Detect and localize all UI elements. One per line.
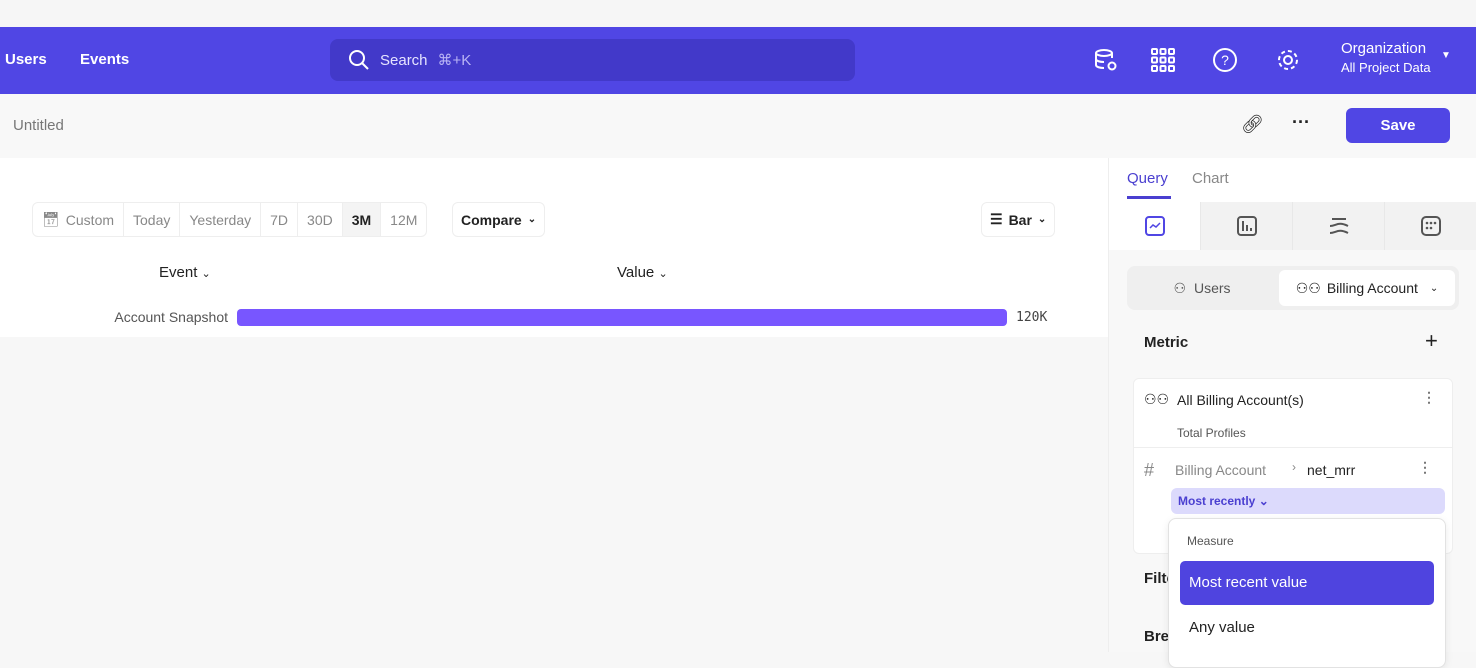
- date-7d[interactable]: 7D: [261, 203, 299, 236]
- property-name[interactable]: net_mrr: [1307, 462, 1356, 478]
- view-retention[interactable]: [1385, 202, 1476, 250]
- metric-menu-icon[interactable]: ⋮: [1422, 389, 1436, 405]
- search-input[interactable]: Search ⌘+K: [330, 39, 855, 81]
- bar-category-label: Account Snapshot: [114, 309, 228, 325]
- entity-billing-account[interactable]: ⚇⚇ Billing Account ⌄: [1279, 270, 1455, 306]
- chevron-down-icon: ⌄: [1258, 494, 1269, 508]
- date-12m[interactable]: 12M: [390, 211, 418, 228]
- column-label: Value: [617, 264, 655, 281]
- menu-option-any-value[interactable]: Any value: [1189, 619, 1255, 636]
- bar-value-label: 120K: [1016, 310, 1048, 325]
- metric-name[interactable]: All Billing Account(s): [1177, 392, 1304, 408]
- svg-text:?: ?: [1221, 52, 1229, 68]
- chevron-down-icon: ⌄: [658, 268, 668, 280]
- help-icon[interactable]: ?: [1212, 47, 1238, 73]
- filter-heading: Filte: [1144, 570, 1175, 587]
- chart-type-label: Bar: [1008, 211, 1032, 228]
- breakdown-heading: Bre: [1144, 628, 1170, 645]
- nav-users[interactable]: Users: [5, 51, 47, 68]
- entity-label: Billing Account: [1326, 280, 1418, 296]
- property-menu-icon[interactable]: ⋮: [1418, 459, 1432, 475]
- entity-users[interactable]: ⚇ Users: [1127, 271, 1277, 305]
- save-button[interactable]: Save: [1346, 108, 1450, 143]
- menu-option-most-recent[interactable]: Most recent value: [1180, 561, 1434, 605]
- view-bars[interactable]: [1201, 202, 1293, 250]
- apps-grid-icon[interactable]: [1150, 47, 1176, 73]
- search-shortcut: ⌘+K: [437, 52, 472, 69]
- date-today[interactable]: Today: [124, 203, 181, 236]
- date-yesterday[interactable]: Yesterday: [180, 203, 262, 236]
- chevron-down-icon: ⌄: [1037, 214, 1047, 225]
- chevron-down-icon: ⌄: [201, 268, 211, 280]
- chevron-down-icon: ⌄: [1429, 282, 1439, 294]
- line-chart-icon: [1144, 216, 1165, 236]
- chart-area: [0, 158, 1108, 337]
- column-label: Event: [159, 264, 198, 281]
- bar-chart-icon: [1236, 216, 1257, 236]
- org-switcher[interactable]: Organization All Project Data ▼: [1341, 40, 1451, 75]
- aggregation-label: Most recently: [1178, 494, 1256, 508]
- view-flows[interactable]: [1293, 202, 1385, 250]
- property-entity: Billing Account: [1175, 462, 1267, 478]
- flows-icon: [1329, 218, 1348, 234]
- caret-down-icon: ▼: [1441, 50, 1451, 61]
- group-icon: ⚇⚇: [1144, 391, 1170, 407]
- report-bar: Untitled 🔗︎ ···: [0, 94, 1476, 158]
- entity-label: Users: [1194, 280, 1231, 296]
- date-custom[interactable]: 📅︎ Custom: [33, 203, 125, 236]
- user-icon: ⚇: [1173, 279, 1186, 296]
- compare-dropdown[interactable]: Compare ⌄: [452, 202, 546, 237]
- report-title[interactable]: Untitled: [13, 117, 64, 134]
- search-placeholder: Search: [380, 51, 428, 69]
- metric-subtitle: Total Profiles: [1177, 426, 1246, 440]
- top-strip: [0, 0, 1476, 27]
- entity-toggle: ⚇ Users ⚇⚇ Billing Account ⌄: [1127, 266, 1459, 310]
- tab-query[interactable]: Query: [1127, 170, 1168, 187]
- compare-label: Compare: [461, 211, 522, 228]
- calendar-icon: 📅︎: [42, 211, 60, 227]
- date-3m[interactable]: 3M: [342, 203, 382, 236]
- numeric-property-icon: #: [1144, 460, 1155, 480]
- date-label: Custom: [65, 211, 115, 228]
- chevron-right-icon: ›: [1292, 460, 1296, 474]
- top-nav: Users Events Search ⌘+K ? Organization A…: [0, 27, 1476, 94]
- aggregation-dropdown[interactable]: Most recently ⌄: [1171, 488, 1445, 514]
- metric-heading: Metric: [1144, 334, 1189, 351]
- tab-chart[interactable]: Chart: [1192, 170, 1229, 187]
- org-subtitle: All Project Data: [1341, 60, 1431, 75]
- gear-icon[interactable]: [1275, 47, 1301, 73]
- chevron-down-icon: ⌄: [527, 214, 537, 225]
- date-30d[interactable]: 30D: [298, 203, 343, 236]
- link-icon[interactable]: 🔗︎: [1241, 114, 1264, 134]
- bar-chart-icon: ☰: [990, 211, 1003, 227]
- data-settings-icon[interactable]: [1093, 47, 1119, 73]
- search-icon: [349, 50, 369, 70]
- query-panel: Query Chart ⚇ Users ⚇⚇ Billing Account ⌄ Me…: [1108, 158, 1476, 668]
- measure-menu: Measure Most recent value Any value: [1168, 518, 1446, 668]
- column-event-header[interactable]: Event ⌄: [159, 264, 211, 281]
- group-icon: ⚇⚇: [1295, 279, 1321, 296]
- retention-grid-icon: [1421, 216, 1441, 236]
- more-icon[interactable]: ···: [1292, 112, 1310, 132]
- org-title: Organization: [1341, 40, 1427, 57]
- menu-header: Measure: [1187, 534, 1234, 548]
- view-insights[interactable]: [1109, 202, 1201, 250]
- chart-type-dropdown[interactable]: ☰ Bar ⌄: [981, 202, 1056, 237]
- add-metric-icon[interactable]: +: [1425, 328, 1438, 353]
- date-range-selector: 📅︎ Custom Today Yesterday 7D 30D 3M 12M: [32, 202, 428, 237]
- nav-events[interactable]: Events: [80, 51, 130, 68]
- bar-account-snapshot[interactable]: [237, 309, 1007, 326]
- column-value-header[interactable]: Value ⌄: [617, 264, 668, 281]
